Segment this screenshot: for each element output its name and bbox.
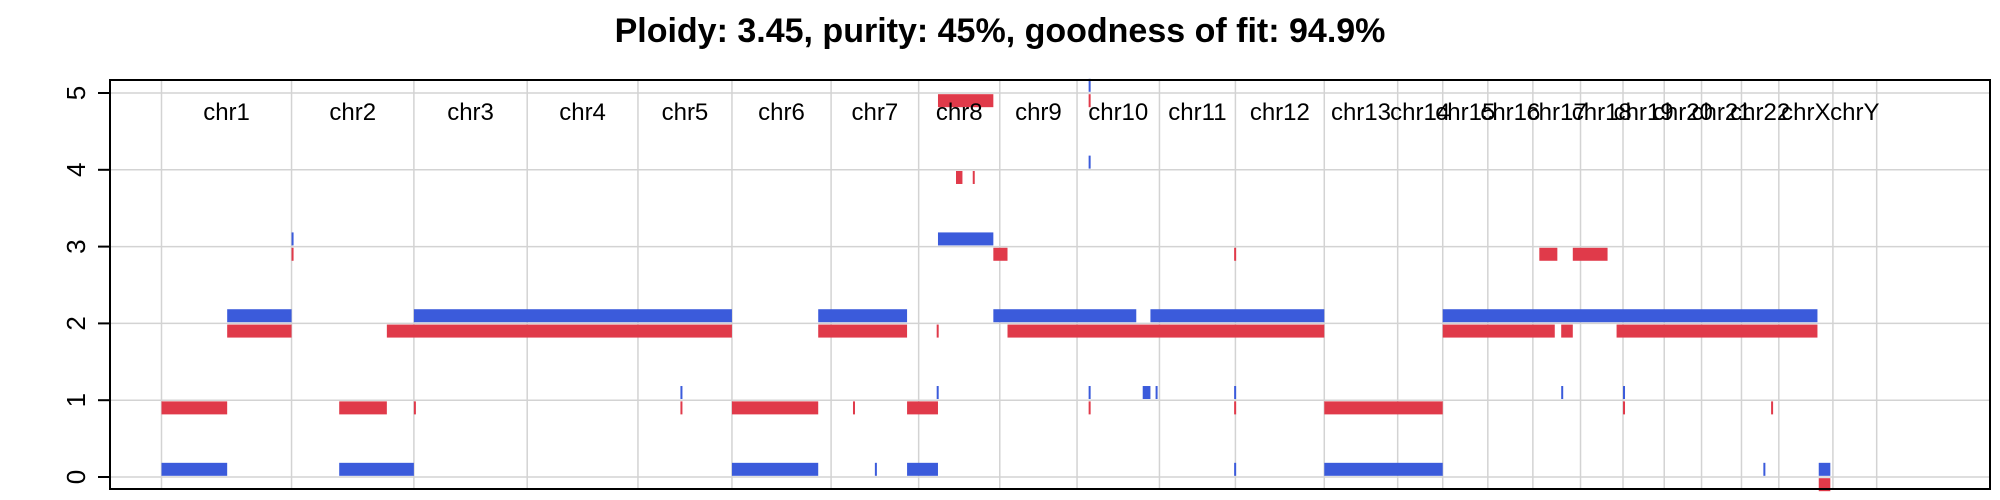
minor-cn-segment-10 [907,401,938,415]
y-tick-label-2: 2 [61,316,91,330]
major-cn-segment-16 [1142,386,1151,400]
major-cn-segment-7 [818,309,908,323]
major-cn-segment-3 [339,462,414,476]
major-cn-segment-23 [1561,386,1564,400]
minor-cn-segment-12 [937,94,994,108]
minor-cn-segment-28 [1771,401,1774,415]
chr-label-chr20: chr20 [1653,99,1713,126]
chr-label-chr11: chr11 [1168,99,1226,126]
chr-label-chr10: chr10 [1088,99,1148,126]
minor-cn-segment-1 [227,324,292,338]
y-tick-label-0: 0 [61,470,91,484]
segments-layer [161,78,1831,492]
minor-cn-segment-24 [1561,324,1573,338]
minor-cn-segment-4 [386,324,732,338]
major-cn-segment-5 [680,386,683,400]
y-tick-label-5: 5 [61,86,91,100]
minor-cn-segment-18 [1088,401,1091,415]
plot-frame [109,79,1991,490]
minor-cn-segment-20 [1234,401,1237,415]
minor-cn-segment-0 [161,401,228,415]
chr-label-chr19: chr19 [1614,99,1674,126]
y-axis: 0 1 2 3 4 5 [61,86,110,484]
minor-cn-segment-19 [1234,247,1237,261]
y-tick-label-4: 4 [61,163,91,177]
chr-label-chrX: chrX [1781,99,1830,126]
major-cn-segment-18 [1150,309,1325,323]
major-cn-segment-10 [936,386,939,400]
chr-label-chr2: chr2 [329,99,376,126]
chr-label-chr8: chr8 [936,99,983,126]
minor-cn-segment-5 [413,401,416,415]
chromosome-labels: chr1 chr2 chr3 chr4 chr5 chr6 chr7 chr8 chr9 chr1… [203,99,1879,126]
grid-lines [110,80,1990,489]
major-cn-segment-4 [413,309,732,323]
minor-cn-segment-21 [1324,401,1443,415]
major-cn-segment-13 [1088,386,1091,400]
major-cn-segment-19 [1234,386,1237,400]
minor-cn-segment-6 [680,401,683,415]
major-cn-segment-17 [1155,386,1158,400]
minor-cn-segment-13 [956,170,963,184]
minor-cn-segment-9 [852,401,855,415]
chr-label-chr12: chr12 [1250,99,1310,126]
major-cn-segment-2 [291,232,294,246]
major-cn-segment-11 [937,232,994,246]
major-cn-segment-0 [161,462,228,476]
minor-cn-segment-11 [936,324,939,338]
chr-label-chr16: chr16 [1480,99,1540,126]
chr-label-chr5: chr5 [662,99,709,126]
chr-label-chr9: chr9 [1015,99,1062,126]
minor-cn-segment-7 [731,401,819,415]
minor-cn-segment-25 [1572,247,1608,261]
minor-cn-segment-8 [818,324,908,338]
minor-cn-segment-27 [1623,401,1626,415]
chr-label-chrY: chrY [1830,99,1879,126]
minor-cn-segment-14 [972,170,975,184]
major-cn-segment-15 [1088,78,1091,92]
major-cn-segment-26 [1818,462,1831,476]
chr-label-chr15: chr15 [1435,99,1495,126]
major-cn-segment-25 [1763,462,1766,476]
chr-label-chr14: chr14 [1390,99,1450,126]
minor-cn-segment-2 [291,247,294,261]
major-cn-segment-14 [1088,155,1091,169]
chr-label-chr17: chr17 [1527,99,1587,126]
minor-cn-segment-16 [1007,324,1325,338]
minor-cn-segment-3 [339,401,387,415]
major-cn-segment-22 [1442,309,1818,323]
major-cn-segment-21 [1324,462,1443,476]
chart-title: Ploidy: 3.45, purity: 45%, goodness of f… [614,12,1386,50]
major-cn-segment-20 [1234,462,1237,476]
chr-label-chr4: chr4 [559,99,606,126]
chr-label-chr7: chr7 [852,99,899,126]
chr-label-chr3: chr3 [447,99,494,126]
chr-label-chr18: chr18 [1572,99,1632,126]
chr-label-chr22: chr22 [1730,99,1790,126]
major-cn-segment-12 [993,309,1137,323]
major-cn-segment-24 [1623,386,1626,400]
major-cn-segment-9 [907,462,938,476]
major-cn-segment-8 [874,462,877,476]
y-tick-label-1: 1 [61,393,91,407]
chr-label-chr21: chr21 [1691,99,1751,126]
minor-cn-segment-23 [1539,247,1558,261]
chr-label-chr13: chr13 [1331,99,1391,126]
minor-cn-segment-26 [1616,324,1818,338]
minor-cn-segment-17 [1088,94,1091,108]
chr-label-chr6: chr6 [758,99,805,126]
minor-cn-segment-22 [1442,324,1555,338]
major-cn-segment-6 [731,462,819,476]
chr-label-chr1: chr1 [203,99,250,126]
y-tick-label-3: 3 [61,239,91,253]
minor-cn-segment-15 [993,247,1008,261]
major-cn-segment-1 [227,309,292,323]
minor-cn-segment-29 [1818,478,1831,492]
